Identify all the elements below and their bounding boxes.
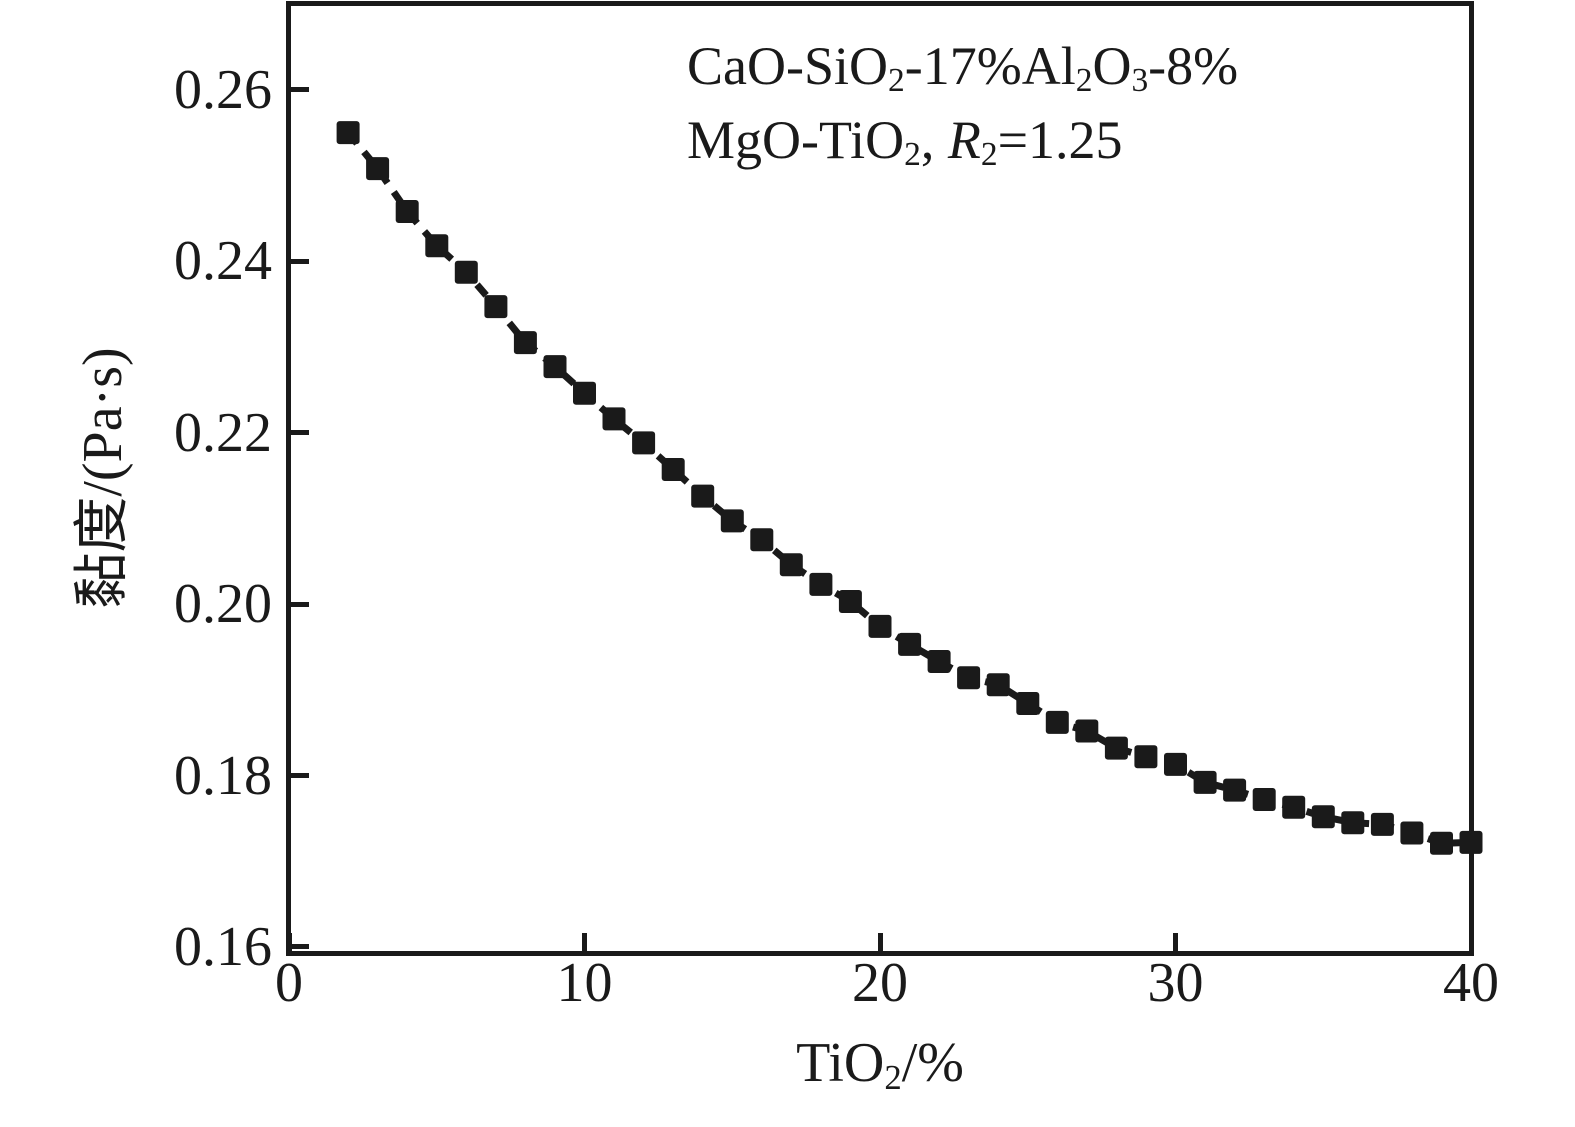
y-axis-tick (291, 601, 309, 607)
text-segment: /% (901, 1032, 964, 1094)
y-axis-tick (291, 87, 309, 93)
text-segment: , (920, 110, 948, 170)
y-axis-label: 黏度/(Pa·s) (72, 347, 134, 609)
x-axis-tick (582, 933, 587, 951)
y-tick-label: 0.24 (174, 230, 272, 293)
x-tick-label: 30 (1147, 952, 1204, 1014)
y-tick-label: 0.16 (174, 915, 272, 978)
x-axis-label: TiO2/% (680, 1030, 1080, 1103)
annotation-line-2: MgO-TiO2, R2=1.25 (687, 107, 1238, 181)
y-tick-label: 0.22 (174, 401, 272, 464)
y-axis-tick (291, 773, 309, 779)
text-segment: TiO (796, 1032, 885, 1094)
subscript-text: 2 (884, 1057, 902, 1097)
x-axis-tick (1173, 933, 1178, 951)
y-tick-label: 0.26 (174, 58, 272, 121)
text-segment: MgO-TiO (687, 110, 905, 170)
y-axis-tick (291, 258, 309, 264)
x-axis-tick (1468, 933, 1474, 951)
y-axis-tick (291, 430, 309, 436)
x-tick-label: 10 (556, 952, 613, 1014)
x-tick-label: 0 (275, 952, 303, 1014)
text-segment: O (1092, 36, 1132, 96)
text-segment: CaO-SiO (687, 36, 888, 96)
text-segment: -8% (1148, 36, 1239, 96)
x-tick-label: 20 (852, 952, 908, 1014)
subscript-text: 2 (888, 62, 905, 100)
text-segment: R (947, 110, 981, 170)
text-segment: =1.25 (997, 110, 1123, 170)
x-axis-tick (286, 933, 292, 951)
y-tick-label: 0.18 (174, 744, 272, 807)
y-axis-tick (291, 944, 309, 950)
chart-annotation: CaO-SiO2-17%Al2O3-8% MgO-TiO2, R2=1.25 (687, 33, 1238, 181)
subscript-text: 3 (1131, 62, 1149, 100)
x-tick-label: 40 (1443, 952, 1499, 1014)
y-tick-label: 0.20 (174, 573, 272, 636)
subscript-text: 2 (1075, 62, 1093, 100)
x-axis-tick (877, 933, 883, 951)
subscript-text: 2 (904, 136, 921, 174)
subscript-text: 2 (980, 136, 998, 174)
text-segment: -17%Al (904, 36, 1076, 96)
annotation-line-1: CaO-SiO2-17%Al2O3-8% (687, 33, 1238, 107)
